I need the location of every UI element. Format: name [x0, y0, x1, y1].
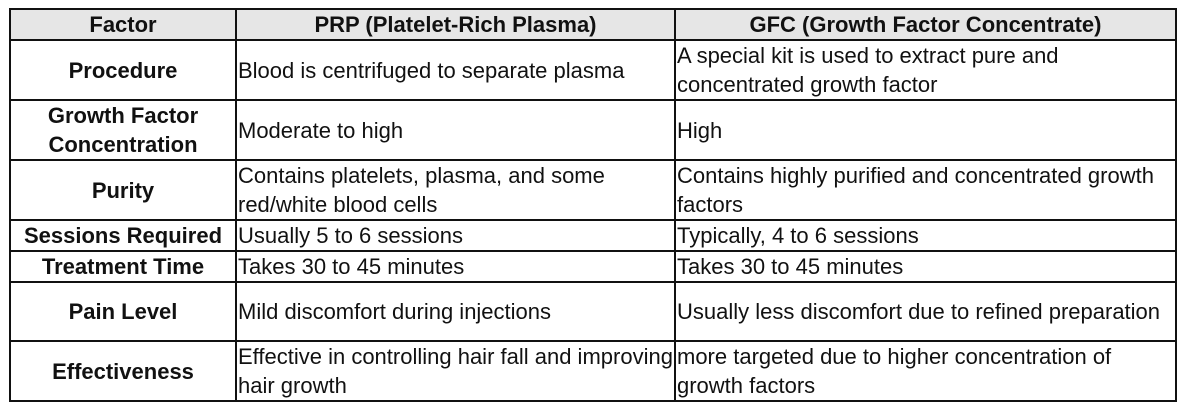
- header-cell: GFC (Growth Factor Concentrate): [674, 8, 1177, 41]
- data-cell: Takes 30 to 45 minutes: [235, 250, 676, 283]
- data-cell: Takes 30 to 45 minutes: [674, 250, 1177, 283]
- table-row: Sessions Required Usually 5 to 6 sessions…: [9, 219, 1177, 252]
- data-cell: High: [674, 99, 1177, 161]
- table-row: Purity Contains platelets, plasma, and so…: [9, 159, 1177, 221]
- factor-cell: Sessions Required: [9, 219, 237, 252]
- data-cell: Contains highly purified and concentrate…: [674, 159, 1177, 221]
- data-cell: Blood is centrifuged to separate plasma: [235, 39, 676, 101]
- table-row: Treatment Time Takes 30 to 45 minutes Take…: [9, 250, 1177, 283]
- header-row: Factor PRP (Platelet-Rich Plasma) GFC (Gro…: [9, 8, 1177, 41]
- data-cell: A special kit is used to extract pure an…: [674, 39, 1177, 101]
- factor-cell: Purity: [9, 159, 237, 221]
- comparison-table: Factor PRP (Platelet-Rich Plasma) GFC (Gro…: [9, 8, 1177, 402]
- data-cell: Contains platelets, plasma, and some red…: [235, 159, 676, 221]
- table-row: Growth Factor Concentration Moderate to h…: [9, 99, 1177, 161]
- factor-cell: Effectiveness: [9, 340, 237, 402]
- data-cell: Effective in controlling hair fall and i…: [235, 340, 676, 402]
- data-cell: Usually less discomfort due to refined p…: [674, 281, 1177, 342]
- data-cell: Typically, 4 to 6 sessions: [674, 219, 1177, 252]
- data-cell: Mild discomfort during injections: [235, 281, 676, 342]
- factor-cell: Treatment Time: [9, 250, 237, 283]
- factor-cell: Pain Level: [9, 281, 237, 342]
- table-row: Effectiveness Effective in controlling ha…: [9, 340, 1177, 402]
- header-cell: Factor: [9, 8, 237, 41]
- factor-cell: Procedure: [9, 39, 237, 101]
- data-cell: Usually 5 to 6 sessions: [235, 219, 676, 252]
- data-cell: Moderate to high: [235, 99, 676, 161]
- table-row: Procedure Blood is centrifuged to separat…: [9, 39, 1177, 101]
- factor-cell: Growth Factor Concentration: [9, 99, 237, 161]
- data-cell: more targeted due to higher concentratio…: [674, 340, 1177, 402]
- header-cell: PRP (Platelet-Rich Plasma): [235, 8, 676, 41]
- table-row: Pain Level Mild discomfort during injecti…: [9, 281, 1177, 342]
